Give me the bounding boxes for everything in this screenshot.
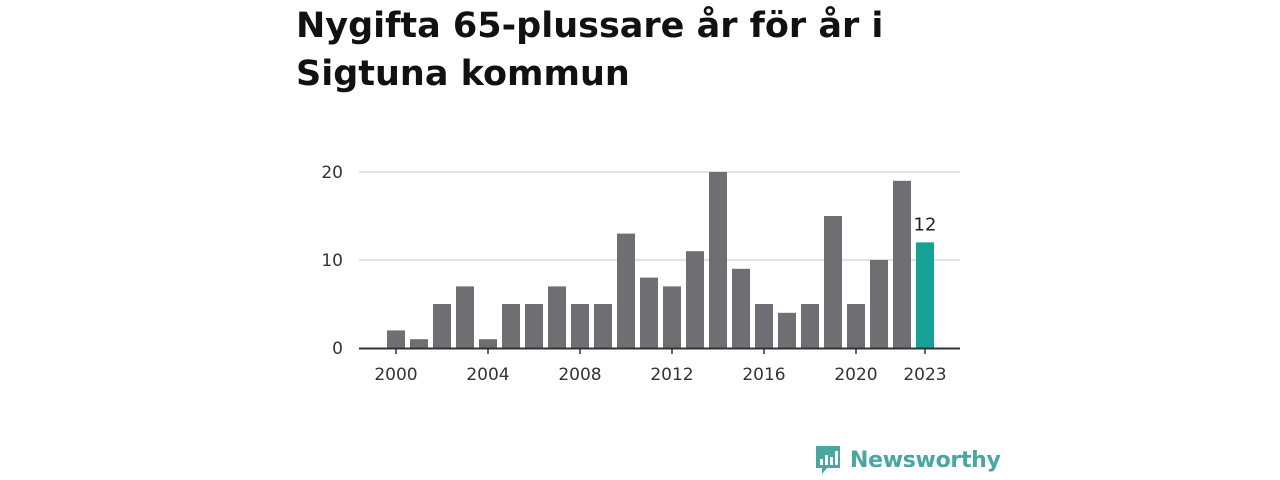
bar-2008 [571, 304, 589, 348]
bar-2017 [778, 312, 796, 348]
bar-2012 [663, 286, 681, 348]
bar-2021 [870, 260, 888, 348]
bar-2011 [640, 277, 658, 348]
x-tick-label: 2023 [903, 365, 946, 385]
bar-2014 [709, 172, 727, 348]
bar-2019 [824, 216, 842, 348]
bar-2003 [456, 286, 474, 348]
x-tick-label: 2016 [742, 365, 785, 385]
x-tick-label: 2012 [650, 365, 693, 385]
bar-2005 [502, 304, 520, 348]
y-tick-label: 20 [321, 163, 343, 183]
bar-2002 [433, 304, 451, 348]
brand-name: Newsworthy [850, 447, 1001, 473]
bar-2015 [732, 268, 750, 348]
bar-2023 [916, 242, 934, 348]
bar-2001 [410, 339, 428, 348]
bar-2022 [893, 180, 911, 348]
newsworthy-icon [816, 446, 840, 474]
bar-2016 [755, 304, 773, 348]
x-tick-label: 2000 [374, 365, 417, 385]
x-tick-label: 2008 [558, 365, 601, 385]
chart-title: Nygifta 65-plussare år för år i Sigtuna … [296, 6, 884, 94]
bar-2000 [387, 330, 405, 348]
bar-2010 [617, 233, 635, 348]
bar-2007 [548, 286, 566, 348]
x-tick-label: 2020 [834, 365, 877, 385]
bar-2009 [594, 304, 612, 348]
data-label: 12 [914, 214, 937, 235]
newsworthy-logo: Newsworthy [814, 444, 1001, 476]
y-tick-label: 0 [332, 339, 343, 359]
x-tick-label: 2004 [466, 365, 509, 385]
bar-2006 [525, 304, 543, 348]
bar-2020 [847, 304, 865, 348]
bar-2018 [801, 304, 819, 348]
y-tick-label: 10 [321, 251, 343, 271]
bar-2013 [686, 251, 704, 348]
bar-2004 [479, 339, 497, 348]
